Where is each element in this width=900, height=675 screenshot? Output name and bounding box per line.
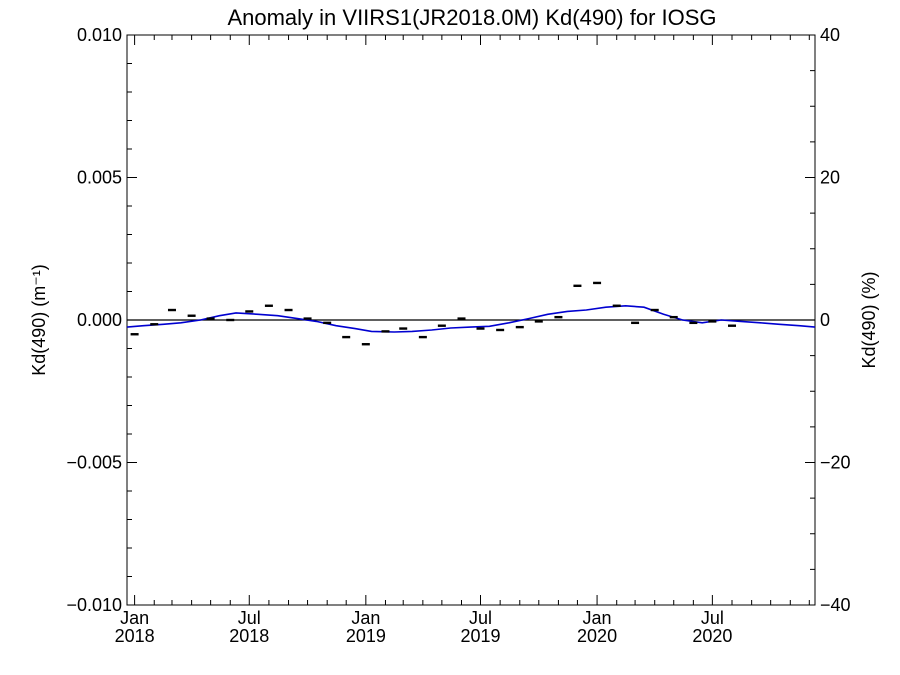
anomaly-marker: [323, 321, 332, 325]
y-right-tick-label: 40: [820, 25, 840, 45]
x-tick-label-year: 2018: [229, 626, 269, 646]
y-right-tick-label: 20: [820, 168, 840, 188]
y-left-tick-label: −0.005: [66, 453, 122, 473]
y-left-tick-label: 0.010: [77, 25, 122, 45]
monthly-anomaly-markers: [130, 281, 737, 346]
anomaly-marker: [361, 343, 370, 346]
chart-title: Anomaly in VIIRS1(JR2018.0M) Kd(490) for…: [227, 5, 716, 30]
smoothed-anomaly-line: [127, 304, 815, 333]
anomaly-marker: [381, 330, 390, 333]
anomaly-marker: [206, 317, 215, 320]
x-tick-label-year: 2020: [577, 626, 617, 646]
anomaly-marker: [631, 321, 640, 325]
anomaly-marker: [418, 335, 427, 339]
x-tick-label-month: Jul: [701, 608, 724, 628]
anomaly-marker: [728, 324, 737, 327]
anomaly-marker: [476, 327, 485, 330]
anomaly-marker: [284, 308, 293, 312]
x-tick-label-year: 2020: [692, 626, 732, 646]
anomaly-marker: [303, 317, 312, 320]
anomaly-marker: [650, 308, 659, 312]
anomaly-marker: [399, 327, 408, 330]
anomaly-marker: [167, 308, 176, 312]
anomaly-marker: [226, 318, 235, 322]
anomaly-marker: [496, 328, 505, 332]
x-tick-label-month: Jul: [469, 608, 492, 628]
y-left-tick-label: 0.005: [77, 168, 122, 188]
anomaly-marker: [245, 310, 254, 313]
y-axis-left: 0.010 0.005 0.000 −0.005 −0.010: [66, 25, 137, 615]
y-left-tick-label: 0.000: [77, 310, 122, 330]
anomaly-marker: [457, 317, 466, 320]
x-tick-label-year: 2019: [346, 626, 386, 646]
x-tick-label-month: Jan: [583, 608, 612, 628]
x-tick-label-year: 2019: [460, 626, 500, 646]
anomaly-marker: [593, 281, 602, 285]
anomaly-marker: [554, 315, 563, 319]
anomaly-marker: [130, 333, 139, 336]
y-axis-right-label: Kd(490) (%): [859, 271, 879, 368]
x-tick-label-year: 2018: [115, 626, 155, 646]
anomaly-marker: [515, 325, 524, 329]
x-tick-label-month: Jan: [351, 608, 380, 628]
anomaly-marker: [437, 324, 446, 327]
anomaly-marker: [534, 320, 543, 323]
anomaly-marker: [342, 335, 351, 339]
anomaly-marker: [612, 304, 621, 307]
y-axis-left-label: Kd(490) (m⁻¹): [29, 264, 49, 376]
anomaly-marker: [669, 315, 678, 319]
anomaly-marker: [689, 321, 698, 325]
anomaly-marker: [264, 304, 273, 307]
x-tick-label-month: Jan: [120, 608, 149, 628]
y-right-tick-label: −20: [820, 453, 851, 473]
x-axis: Jan2018Jul2018Jan2019Jul2019Jan2020Jul20…: [115, 35, 810, 646]
anomaly-marker: [187, 314, 196, 317]
x-tick-label-month: Jul: [238, 608, 261, 628]
anomaly-marker: [573, 284, 582, 287]
y-right-tick-label: −40: [820, 595, 851, 615]
y-left-tick-label: −0.010: [66, 595, 122, 615]
y-right-tick-label: 0: [820, 310, 830, 330]
y-axis-right: 40 20 0 −20 −40: [805, 25, 851, 615]
anomaly-marker: [150, 323, 159, 326]
anomaly-marker: [708, 320, 717, 323]
